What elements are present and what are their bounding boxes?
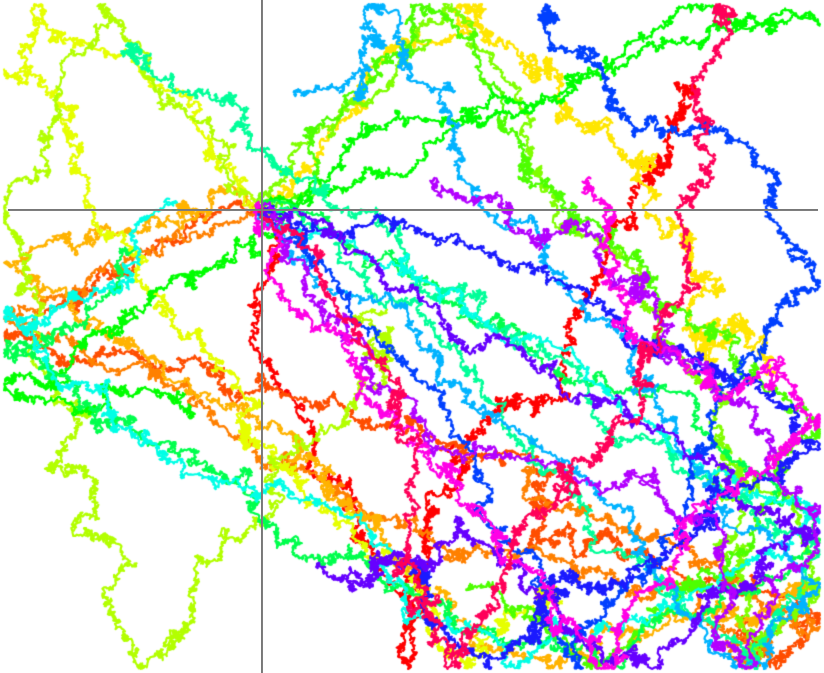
random-walk-canvas — [0, 0, 824, 673]
random-walk-figure — [0, 0, 824, 673]
